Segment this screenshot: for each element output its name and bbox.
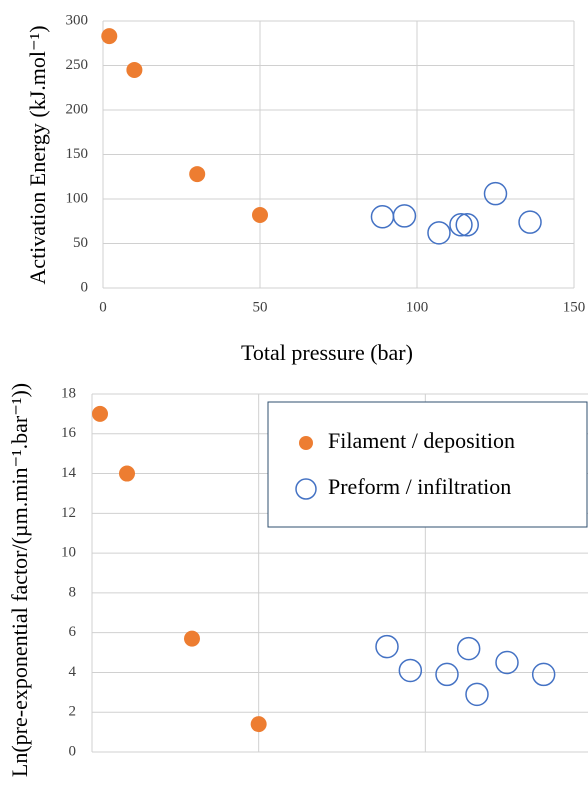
y-tick-label: 0 (81, 279, 89, 295)
y-tick-label: 0 (69, 743, 77, 759)
legend-box (267, 401, 588, 528)
point (449, 213, 473, 237)
point (126, 61, 143, 78)
x-tick-label: 100 (406, 299, 429, 315)
point (455, 213, 479, 237)
y-tick-label: 14 (61, 465, 77, 481)
y-tick-label: 150 (66, 146, 89, 162)
point (495, 650, 519, 675)
y-tick-label: 12 (61, 505, 76, 521)
y-tick-label: 8 (69, 584, 77, 600)
y-tick-label: 250 (66, 57, 89, 73)
y-tick-label: 6 (69, 624, 77, 640)
point (392, 204, 417, 228)
y-tick-label: 50 (73, 235, 88, 251)
point (250, 716, 267, 733)
legend-marker (299, 436, 313, 450)
x-axis-title: Total pressure (bar) (241, 340, 413, 365)
point (189, 166, 206, 183)
y-tick-label: 4 (69, 664, 77, 680)
y-tick-label: 18 (61, 385, 76, 401)
point (370, 205, 395, 229)
y-axis-title: Activation Energy (kJ.mol⁻¹) (25, 25, 50, 284)
y-tick-label: 10 (61, 545, 76, 561)
y-axis-title: Ln(pre-exponential factor/(µm.min⁻¹.bar⁻… (7, 383, 32, 777)
point (101, 28, 118, 45)
x-tick-label: 0 (99, 299, 107, 315)
point (184, 630, 200, 647)
point (456, 636, 481, 661)
y-tick-label: 2 (69, 704, 77, 720)
legend-label: Filament / deposition (328, 428, 515, 453)
y-tick-label: 16 (61, 425, 77, 441)
legend-marker (295, 478, 317, 500)
point (435, 662, 459, 687)
point (465, 682, 489, 707)
legend-label: Preform / infiltration (328, 474, 511, 499)
point (92, 405, 108, 422)
point (427, 221, 451, 245)
y-tick-label: 100 (66, 190, 89, 206)
point (119, 465, 135, 482)
y-tick-label: 200 (66, 101, 89, 117)
point (518, 210, 542, 234)
point (483, 181, 508, 206)
point (531, 662, 556, 687)
x-tick-label: 150 (563, 299, 586, 315)
y-tick-label: 300 (66, 12, 89, 28)
point (375, 634, 399, 659)
point (252, 207, 268, 224)
point (398, 658, 423, 683)
x-tick-label: 50 (253, 299, 268, 315)
